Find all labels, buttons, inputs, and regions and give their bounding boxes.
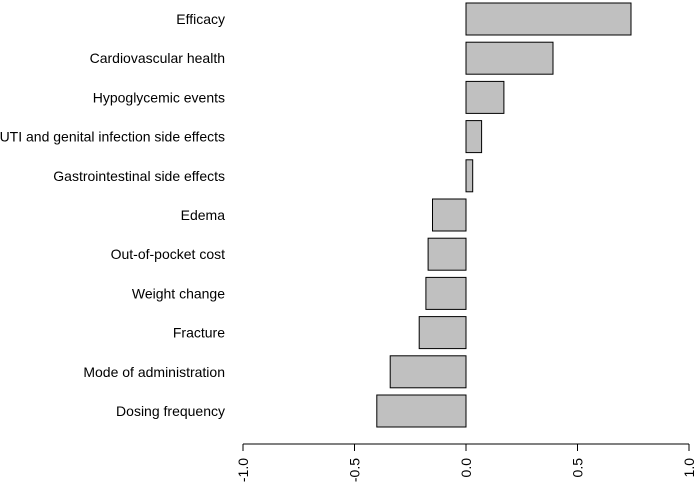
- category-label-mode-of-administration: Mode of administration: [83, 364, 225, 380]
- x-axis: -1.0 -0.5 0.0 0.5 1.0: [235, 443, 697, 482]
- bar-gastrointestinal-side-effects: [465, 159, 474, 193]
- bar-cardiovascular-health: [465, 41, 554, 75]
- x-tick-label: -1.0: [235, 458, 251, 482]
- x-tick-label: 0.5: [570, 458, 586, 478]
- bar-efficacy: [465, 2, 632, 36]
- category-label-cardiovascular-health: Cardiovascular health: [90, 50, 225, 66]
- bar-uti-and-genital-infection-side-effects: [465, 120, 483, 154]
- category-label-uti-and-genital-infection-side-effects: UTI and genital infection side effects: [0, 129, 225, 145]
- category-label-efficacy: Efficacy: [176, 11, 225, 27]
- category-labels-group: Efficacy Cardiovascular health Hypoglycemi…: [0, 11, 225, 419]
- category-label-fracture: Fracture: [173, 325, 225, 341]
- x-tick-label: 1.0: [681, 458, 697, 478]
- category-label-gastrointestinal-side-effects: Gastrointestinal side effects: [53, 168, 225, 184]
- category-label-hypoglycemic-events: Hypoglycemic events: [93, 89, 225, 105]
- x-tick-label: -0.5: [347, 458, 363, 482]
- category-label-out-of-pocket-cost: Out-of-pocket cost: [111, 246, 225, 262]
- bar-fracture: [418, 316, 467, 350]
- bar-mode-of-administration: [389, 355, 467, 389]
- category-label-dosing-frequency: Dosing frequency: [116, 403, 225, 419]
- bar-edema: [432, 198, 467, 232]
- bar-dosing-frequency: [376, 394, 467, 428]
- bar-out-of-pocket-cost: [427, 237, 467, 271]
- bars-group: [376, 2, 632, 428]
- bar-hypoglycemic-events: [465, 80, 505, 114]
- category-label-weight-change: Weight change: [132, 285, 225, 301]
- category-label-edema: Edema: [181, 207, 226, 223]
- bar-weight-change: [425, 276, 467, 310]
- x-tick-label: 0.0: [458, 458, 474, 478]
